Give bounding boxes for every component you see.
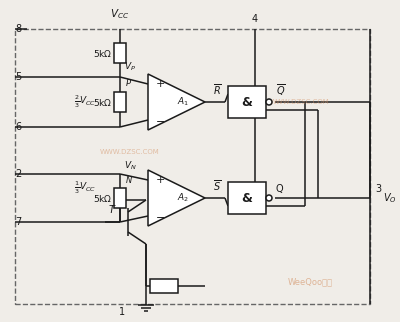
Text: 5: 5 xyxy=(15,72,21,82)
Bar xyxy=(228,182,266,214)
Text: $A_2$: $A_2$ xyxy=(177,192,189,204)
Text: $\overline{Q}$: $\overline{Q}$ xyxy=(276,82,286,98)
Bar xyxy=(228,86,266,118)
Text: $\overline{R}$: $\overline{R}$ xyxy=(213,82,221,97)
Circle shape xyxy=(266,195,272,201)
Text: $-$: $-$ xyxy=(155,211,165,221)
Text: 4: 4 xyxy=(252,14,258,24)
Text: 5k$\Omega$: 5k$\Omega$ xyxy=(93,97,112,108)
Text: $-$: $-$ xyxy=(155,115,165,125)
Text: N: N xyxy=(126,176,132,185)
Text: &: & xyxy=(242,192,252,204)
Text: $V_O$: $V_O$ xyxy=(383,191,397,205)
Text: 6: 6 xyxy=(15,122,21,132)
Polygon shape xyxy=(148,74,205,130)
Text: $\frac{1}{3}V_{CC}$: $\frac{1}{3}V_{CC}$ xyxy=(74,180,96,196)
Text: +: + xyxy=(155,79,165,89)
Bar xyxy=(114,188,126,208)
Text: 2: 2 xyxy=(15,169,21,179)
Text: +: + xyxy=(155,175,165,185)
Bar xyxy=(15,29,370,304)
Polygon shape xyxy=(148,170,205,226)
Text: 7: 7 xyxy=(15,217,21,227)
Text: $V_{CC}$: $V_{CC}$ xyxy=(110,7,130,21)
Text: $\overline{S}$: $\overline{S}$ xyxy=(213,178,221,193)
Text: WeeQoo维库: WeeQoo维库 xyxy=(288,278,332,287)
Text: 5k$\Omega$: 5k$\Omega$ xyxy=(93,193,112,204)
Text: P: P xyxy=(126,79,131,88)
Text: 3: 3 xyxy=(375,184,381,194)
Text: WWW.DZSC.COM: WWW.DZSC.COM xyxy=(270,99,330,105)
Text: WWW.DZSC.COM: WWW.DZSC.COM xyxy=(100,149,160,155)
Text: 8: 8 xyxy=(15,24,21,34)
Text: &: & xyxy=(242,96,252,109)
Bar xyxy=(150,279,178,293)
Text: $V_P$: $V_P$ xyxy=(124,61,136,73)
Text: 1: 1 xyxy=(119,307,125,317)
Circle shape xyxy=(266,99,272,105)
Bar xyxy=(114,43,126,63)
Text: $V_N$: $V_N$ xyxy=(124,159,137,172)
Bar xyxy=(114,92,126,112)
Text: Q: Q xyxy=(276,184,284,194)
Text: $A_1$: $A_1$ xyxy=(177,96,189,108)
Text: T: T xyxy=(109,205,115,215)
Text: $\frac{2}{3}V_{CC}$: $\frac{2}{3}V_{CC}$ xyxy=(74,94,96,110)
Text: 5k$\Omega$: 5k$\Omega$ xyxy=(93,48,112,59)
